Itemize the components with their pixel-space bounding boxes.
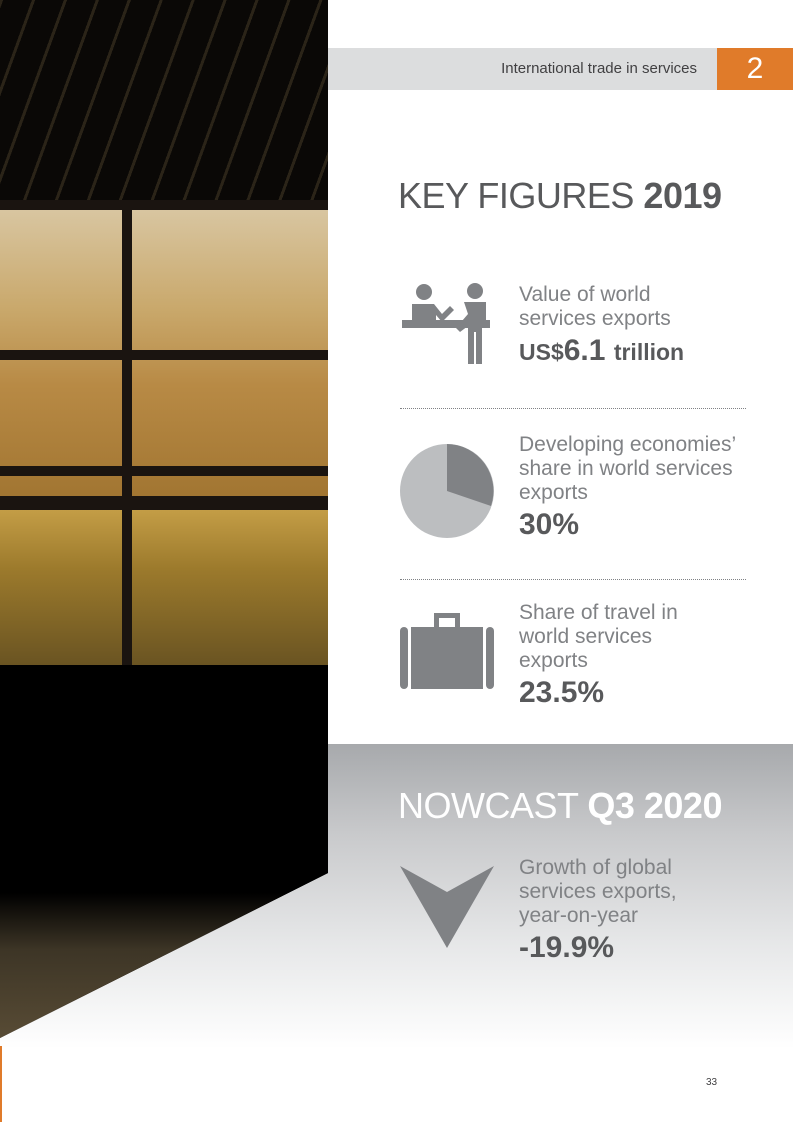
figure-label: Developing economies’ share in world ser… xyxy=(519,433,736,504)
page-number: 33 xyxy=(706,1077,718,1088)
figure-travel-share: Share of travel in world services export… xyxy=(519,601,694,713)
divider xyxy=(400,408,746,409)
airport-window-photo xyxy=(0,0,328,1038)
figure-developing-share: Developing economies’ share in world ser… xyxy=(519,433,749,545)
figure-label: Value of world services exports xyxy=(519,283,671,330)
down-arrow-icon xyxy=(400,866,494,948)
divider xyxy=(400,579,746,580)
service-desk-icon xyxy=(402,283,490,364)
figure-label: Growth of global services exports, year-… xyxy=(519,856,677,927)
figure-services-exports: Value of world services exports US$6.1 t… xyxy=(519,283,709,372)
key-figures-title: KEY FIGURES 2019 xyxy=(398,175,722,216)
accent-bar xyxy=(0,1046,2,1122)
figure-value: 30% xyxy=(519,508,580,541)
section-title: International trade in services xyxy=(501,60,697,77)
suitcase-icon xyxy=(400,613,494,689)
chapter-number: 2 xyxy=(717,48,793,90)
figure-value: US$6.1 trillion xyxy=(519,334,685,367)
section-header: International trade in services xyxy=(328,48,717,90)
figure-value: 23.5% xyxy=(519,676,605,709)
nowcast-title: NOWCAST Q3 2020 xyxy=(398,785,722,826)
figure-value: -19.9% xyxy=(519,931,615,964)
figure-label: Share of travel in world services export… xyxy=(519,601,678,672)
pie-chart-icon xyxy=(400,444,494,538)
nowcast-figure: Growth of global services exports, year-… xyxy=(519,856,699,968)
